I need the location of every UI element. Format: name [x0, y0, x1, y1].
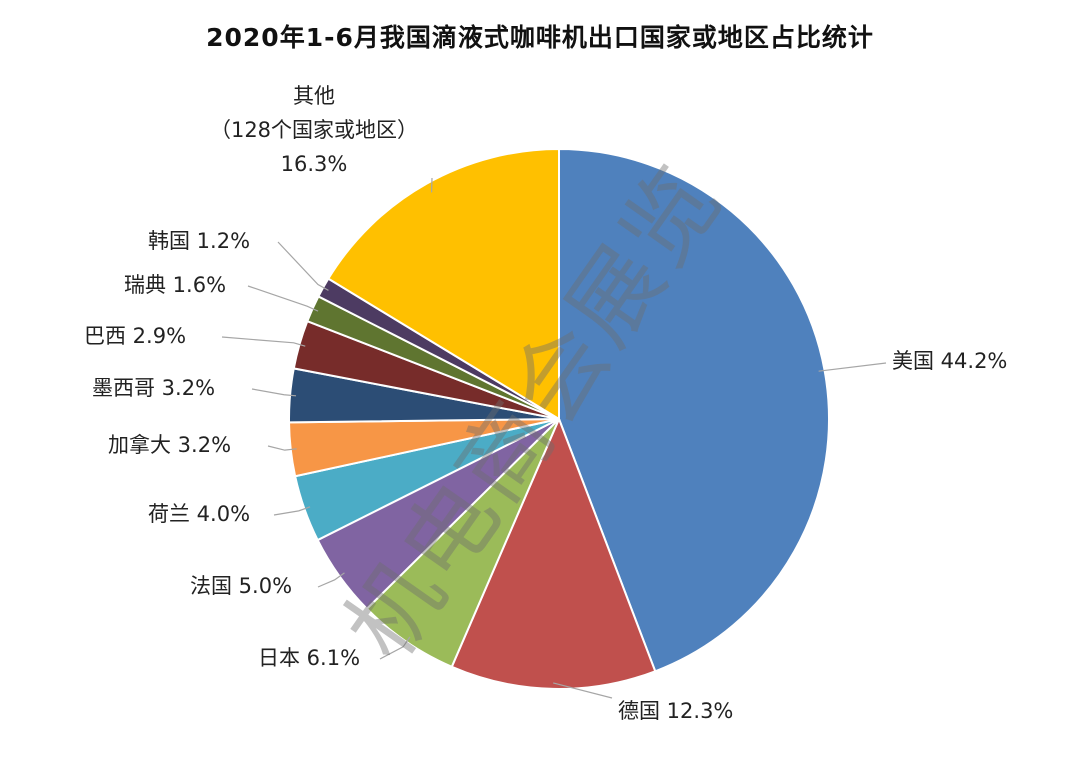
leader-line-7	[221, 336, 306, 347]
slice-label-10: （128个国家或地区）	[210, 118, 418, 142]
slice-label-8: 瑞典 1.6%	[124, 273, 226, 297]
leader-line-5	[267, 445, 297, 451]
slice-label-9: 韩国 1.2%	[148, 229, 250, 253]
chart-title: 2020年1-6月我国滴液式咖啡机出口国家或地区占比统计	[206, 23, 874, 52]
slice-value-10: 16.3%	[281, 152, 348, 176]
leader-line-8	[247, 285, 319, 312]
slice-label-10: 其他	[293, 84, 335, 108]
leader-line-9	[277, 241, 329, 291]
slice-label-4: 荷兰 4.0%	[148, 502, 250, 526]
slice-label-1: 德国 12.3%	[618, 699, 733, 723]
slice-label-0: 美国 44.2%	[892, 349, 1007, 373]
leader-line-6	[251, 388, 297, 397]
leader-line-0	[818, 362, 887, 372]
leader-line-3	[317, 572, 345, 588]
slice-label-2: 日本 6.1%	[258, 646, 360, 670]
slice-label-5: 加拿大 3.2%	[108, 433, 231, 457]
slice-label-7: 巴西 2.9%	[84, 324, 186, 348]
pie-slice-1	[450, 416, 657, 690]
leader-line-2	[379, 636, 411, 660]
slice-label-3: 法国 5.0%	[190, 574, 292, 598]
leader-line-1	[553, 682, 613, 699]
slice-label-6: 墨西哥 3.2%	[92, 376, 215, 400]
leader-line-4	[273, 506, 311, 516]
pie-slice-10	[326, 147, 560, 421]
